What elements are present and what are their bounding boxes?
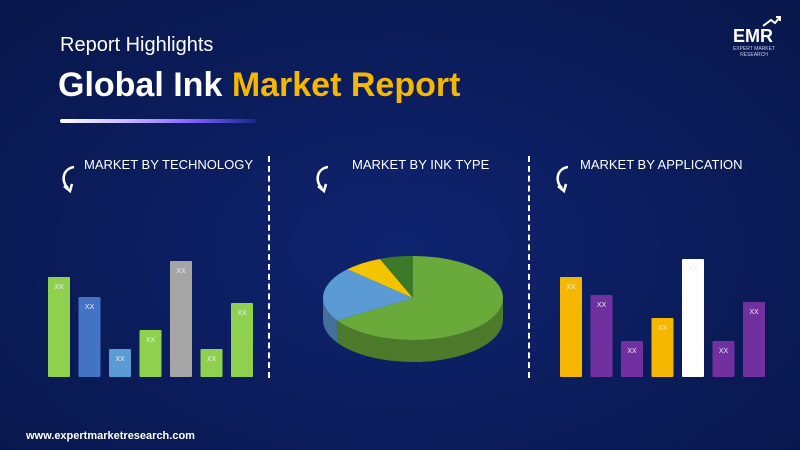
application-bar [682, 259, 704, 377]
emr-logo: EMR [733, 16, 781, 50]
application-bar [712, 341, 735, 377]
technology-data-label: XX [54, 284, 64, 291]
curved-arrow-icon [62, 165, 75, 194]
technology-bar [170, 261, 192, 377]
application-bar [590, 295, 613, 377]
pie-slice-side [323, 298, 338, 343]
application-bar-chart: XX XX XX XX XX XX XX [560, 259, 765, 377]
application-bar [651, 318, 674, 377]
technology-data-label: XX [176, 268, 186, 275]
technology-data-label: XX [146, 337, 156, 344]
curved-arrow-icon [556, 165, 569, 194]
section-divider [268, 156, 270, 378]
technology-data-label: XX [207, 356, 217, 363]
technology-bar [139, 330, 162, 377]
section-title-technology: MARKET BY TECHNOLOGY [84, 157, 254, 172]
application-bar [743, 302, 765, 377]
title-underline [60, 119, 256, 123]
section-title-application: MARKET BY APPLICATION [580, 157, 743, 172]
logo-tagline: EXPERT MARKET RESEARCH [732, 46, 776, 58]
application-data-label: XX [627, 348, 637, 355]
technology-bar [200, 349, 223, 377]
application-data-label: XX [566, 284, 576, 291]
application-bar [560, 277, 582, 377]
application-data-label: XX [597, 302, 607, 309]
pie-slice [347, 258, 413, 298]
application-data-label: XX [658, 325, 668, 332]
technology-bar [231, 303, 253, 377]
technology-data-label: XX [115, 356, 125, 363]
application-data-label: XX [749, 309, 759, 316]
technology-bar [48, 277, 70, 377]
pie-slice [323, 269, 413, 321]
application-data-label: XX [719, 348, 729, 355]
report-subtitle: Report Highlights [60, 34, 214, 56]
technology-bar [109, 349, 131, 377]
report-title: Global Ink Market Report [58, 66, 460, 105]
pie-slice [379, 256, 413, 298]
title-main: Global Ink [58, 66, 223, 104]
ink-type-pie-chart [323, 256, 503, 362]
application-data-label: XX [688, 266, 698, 273]
technology-bar [78, 297, 101, 377]
application-bar [621, 341, 643, 377]
section-divider [528, 156, 530, 378]
title-accent: Market Report [231, 66, 461, 104]
curved-arrow-icon [316, 165, 329, 194]
logo-text: EMR [733, 26, 773, 46]
pie-slice [337, 256, 503, 340]
technology-bar-chart: XX XX XX XX XX XX XX [48, 261, 253, 377]
technology-data-label: XX [237, 310, 247, 317]
section-title-ink-type: MARKET BY INK TYPE [352, 157, 490, 172]
logo-arrow-icon [762, 16, 781, 27]
footer-url[interactable]: www.expertmarketresearch.com [26, 430, 195, 442]
pie-slice-side [337, 298, 503, 362]
technology-data-label: XX [85, 304, 95, 311]
